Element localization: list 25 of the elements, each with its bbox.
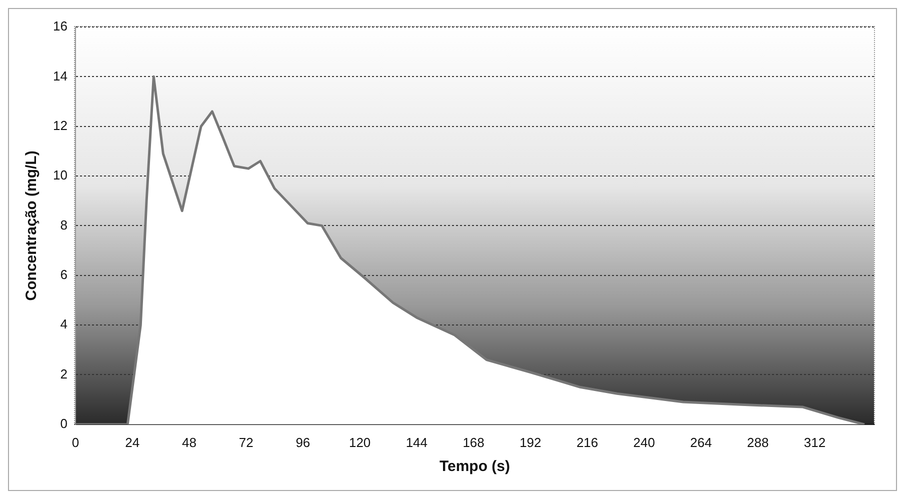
x-tick-label: 24: [125, 434, 140, 450]
y-tick-label: 0: [60, 416, 68, 431]
y-axis-title: Concentração (mg/L): [23, 150, 40, 301]
x-tick-label: 288: [747, 434, 769, 450]
y-tick-label: 2: [60, 366, 68, 382]
y-tick-label: 8: [60, 217, 68, 232]
x-tick-label: 264: [690, 434, 712, 450]
x-tick-label: 48: [182, 434, 196, 450]
x-tick-label: 144: [406, 434, 428, 450]
y-tick-label: 14: [52, 68, 68, 84]
x-tick-label: 72: [238, 434, 254, 450]
y-tick-label: 12: [52, 118, 68, 133]
x-tick-label: 216: [576, 434, 598, 450]
y-tick-label: 4: [60, 316, 68, 332]
x-tick-label: 192: [520, 434, 542, 450]
x-tick-label: 240: [633, 434, 656, 450]
x-tick-label: 96: [296, 434, 310, 450]
y-tick-label: 16: [52, 18, 68, 34]
x-tick-label: 168: [462, 434, 484, 450]
x-tick-label: 312: [804, 434, 826, 450]
y-tick-label: 10: [52, 168, 68, 183]
x-tick-label: 120: [348, 434, 371, 450]
x-axis-title: Tempo (s): [439, 458, 510, 476]
x-tick-label: 0: [72, 434, 80, 450]
y-tick-label: 6: [60, 266, 68, 282]
